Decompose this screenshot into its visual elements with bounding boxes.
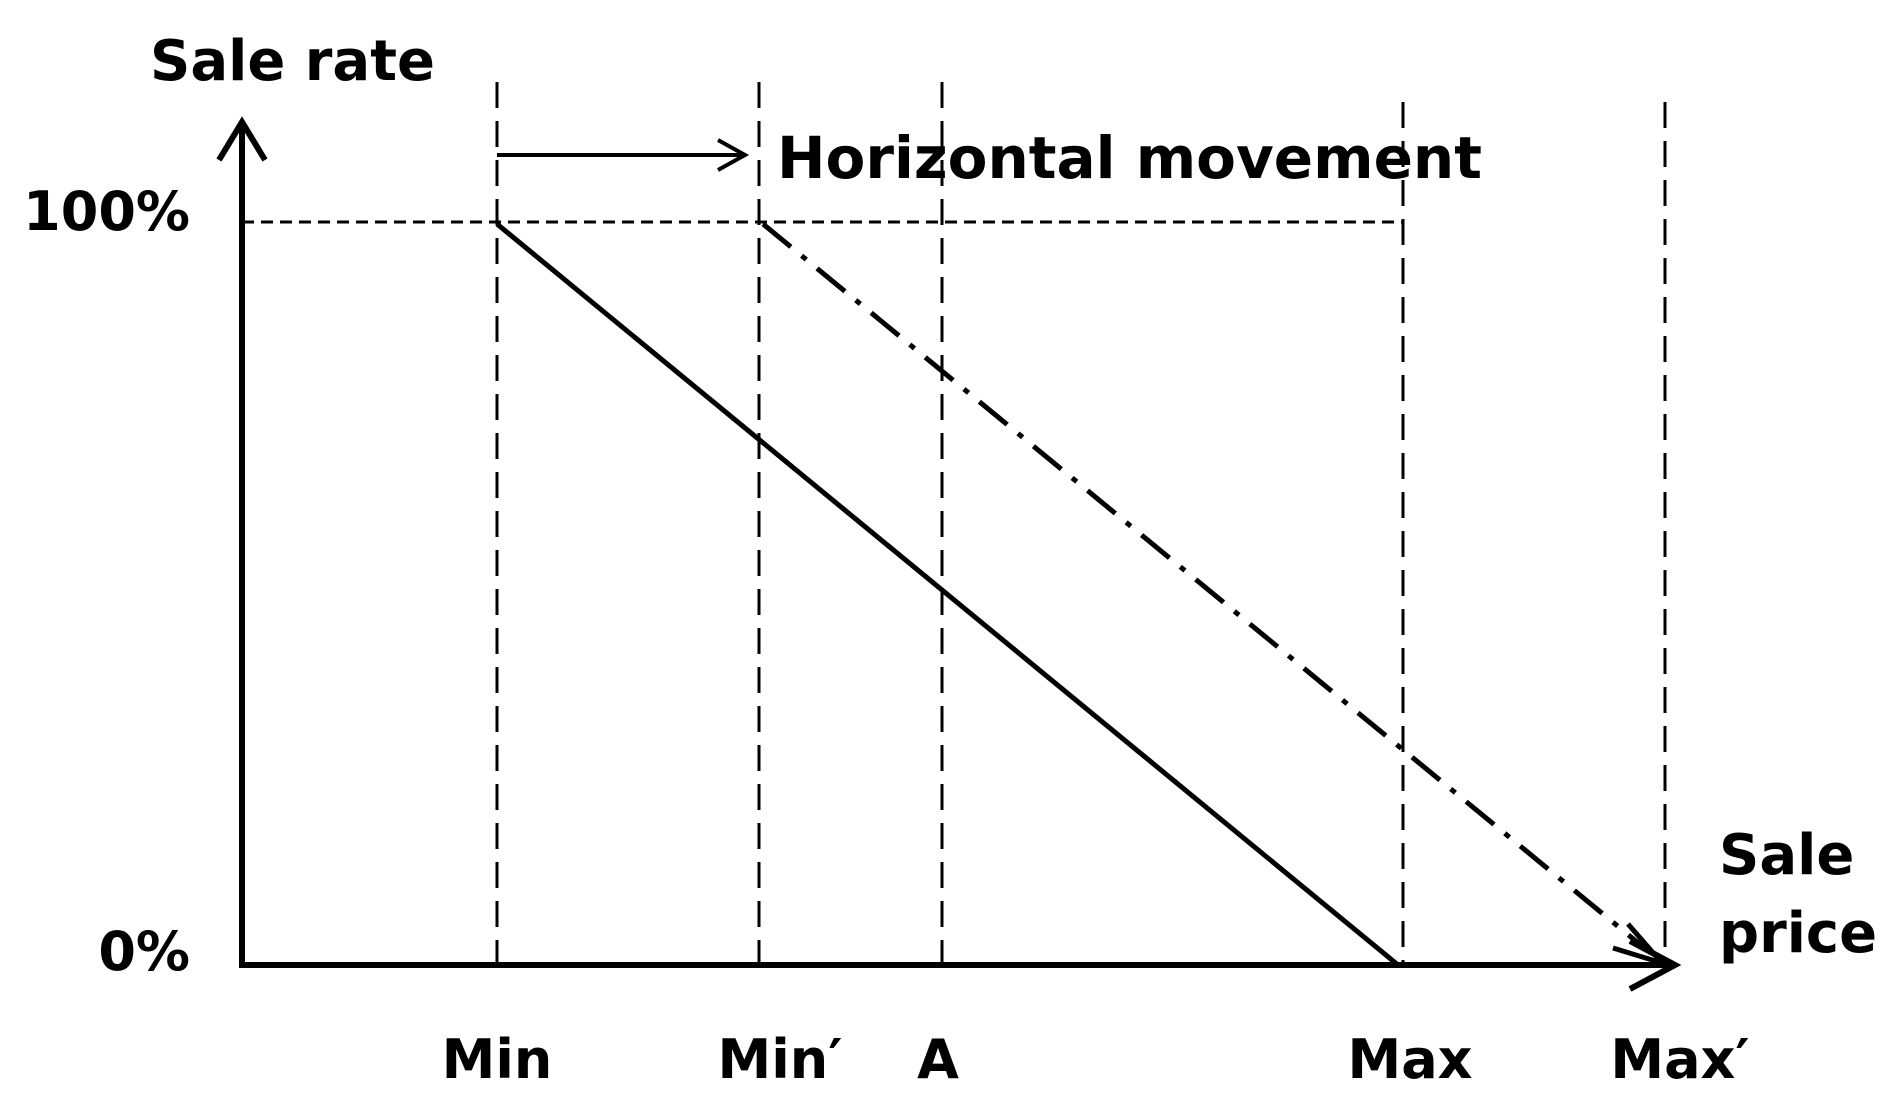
- x-tick-min: Min: [442, 1028, 553, 1091]
- x-tick-max: Max: [1347, 1028, 1472, 1091]
- x-axis-label-line1: Sale: [1719, 823, 1854, 888]
- x-axis-label-line2: price: [1719, 901, 1877, 966]
- y-axis-arrowhead: [216, 116, 268, 162]
- x-tick-a: A: [917, 1028, 959, 1091]
- y-axis-label: Sale rate: [150, 29, 435, 94]
- axes: [216, 116, 1682, 992]
- series-original-line: [495, 222, 1400, 967]
- x-tick-min-prime: Min′: [718, 1028, 843, 1091]
- series-shifted-line: [761, 222, 1650, 953]
- horizontal-movement-label: Horizontal movement: [777, 124, 1482, 192]
- vertical-guides: [495, 82, 1667, 965]
- y-tick-100: 100%: [23, 180, 190, 243]
- y-tick-0: 0%: [98, 920, 190, 983]
- horizontal-movement-arrow: [497, 138, 750, 172]
- horizontal-movement-arrowhead: [717, 138, 750, 172]
- x-axis-arrowhead: [1628, 938, 1682, 992]
- x-tick-max-prime: Max′: [1610, 1028, 1749, 1091]
